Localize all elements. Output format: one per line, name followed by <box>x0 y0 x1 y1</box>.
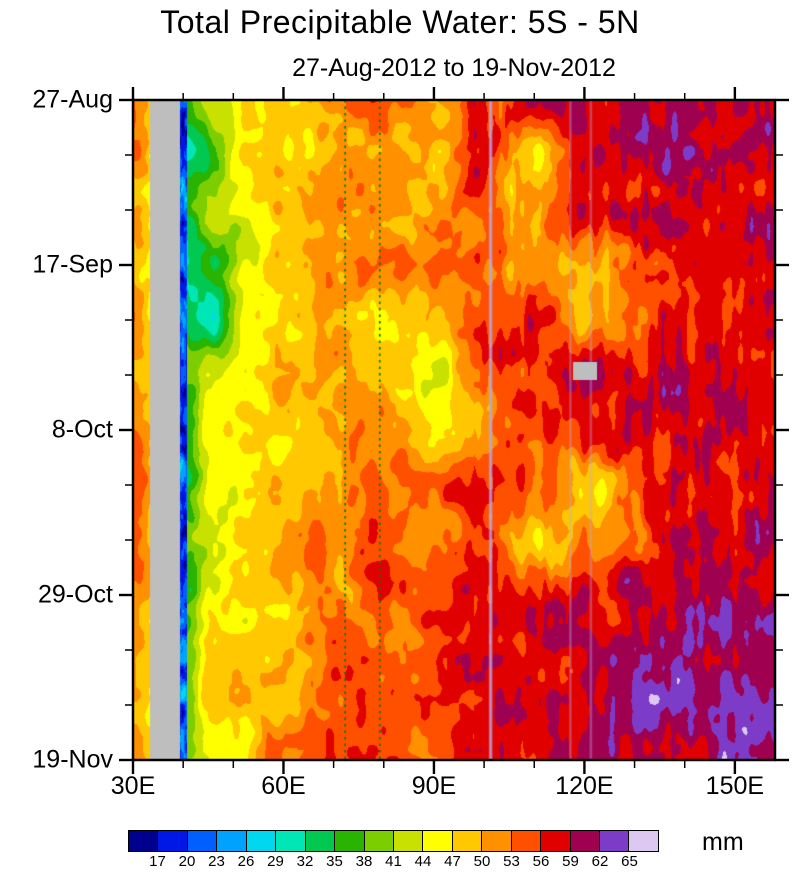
colorbar-segment <box>600 831 630 851</box>
colorbar-segment <box>335 831 365 851</box>
x-tick-label: 60E <box>261 772 306 800</box>
colorbar-segment <box>629 831 658 851</box>
colorbar-segment <box>393 831 424 851</box>
colorbar-segment <box>129 831 159 851</box>
colorbar-tick-label: 53 <box>503 853 520 870</box>
colorbar-segment <box>158 831 188 851</box>
y-tick-label: 19-Nov <box>32 745 113 774</box>
y-tick-label: 17-Sep <box>32 250 113 279</box>
colorbar-segment <box>276 831 306 851</box>
x-tick-label: 30E <box>110 772 156 800</box>
colorbar-segment <box>541 831 571 851</box>
y-tick-label: 27-Aug <box>32 85 113 114</box>
colorbar-segment <box>423 831 453 851</box>
colorbar-tick-label: 59 <box>562 853 579 870</box>
colorbar-tick-label: 32 <box>296 853 314 870</box>
colorbar-segment <box>246 831 277 851</box>
colorbar-tick-label: 17 <box>149 853 166 870</box>
colorbar-segment <box>452 831 483 851</box>
colorbar-segment <box>482 831 512 851</box>
y-tick-label: 29-Oct <box>37 580 113 609</box>
y-tick-label: 8-Oct <box>51 415 113 444</box>
colorbar-segment <box>364 831 394 851</box>
colorbar-tick-label: 47 <box>444 853 461 870</box>
x-tick-label: 150E <box>705 772 765 800</box>
colorbar-segment <box>187 831 218 851</box>
colorbar-tick-label: 62 <box>591 853 609 870</box>
colorbar-tick-label: 35 <box>326 853 343 870</box>
plot-subtitle: 27-Aug-2012 to 19-Nov-2012 <box>292 54 616 82</box>
colorbar-tick-label: 50 <box>473 853 491 870</box>
colorbar-tick-label: 56 <box>532 853 550 870</box>
colorbar-segment <box>217 831 247 851</box>
colorbar-tick-label: 26 <box>237 853 255 870</box>
colorbar-tick-label: 41 <box>385 853 402 870</box>
colorbar-segment <box>305 831 336 851</box>
colorbar <box>128 830 659 852</box>
colorbar-segment <box>570 831 600 851</box>
colorbar-tick-label: 65 <box>621 853 638 870</box>
x-tick-label: 90E <box>411 772 457 800</box>
x-tick-label: 120E <box>555 772 614 800</box>
colorbar-tick-label: 29 <box>267 853 284 870</box>
plot-title: Total Precipitable Water: 5S - 5N <box>160 4 640 40</box>
colorbar-tick-label: 44 <box>414 853 432 870</box>
colorbar-tick-label: 38 <box>355 853 373 870</box>
colorbar-segment <box>511 831 542 851</box>
heatmap-canvas <box>133 100 775 760</box>
colorbar-unit-label: mm <box>702 828 744 856</box>
colorbar-tick-label: 20 <box>178 853 196 870</box>
colorbar-tick-label: 23 <box>208 853 225 870</box>
